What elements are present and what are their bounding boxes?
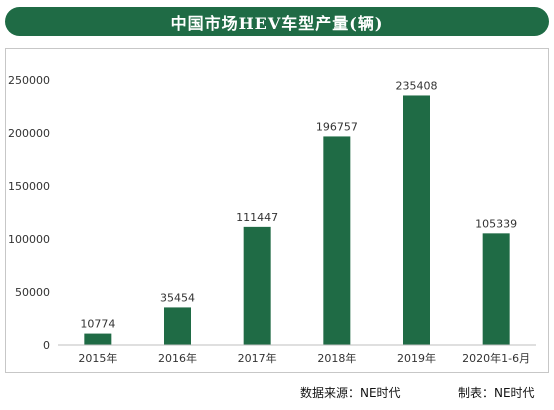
data-source-note: 数据来源：NE时代: [300, 386, 401, 400]
made-by-note: 制表：NE时代: [458, 386, 535, 400]
chart-panel: [5, 48, 549, 373]
x-tick-label: 2020年1-6月: [462, 351, 530, 365]
y-tick-label: 200000: [8, 127, 50, 140]
bar: [403, 95, 430, 345]
data-label: 196757: [316, 120, 358, 133]
chart-title: 中国市场HEV车型产量(辆): [170, 13, 384, 33]
bar: [482, 233, 510, 345]
data-label: 105339: [475, 217, 517, 230]
y-tick-label: 250000: [8, 74, 50, 87]
data-label: 235408: [396, 79, 438, 92]
x-tick-label: 2016年: [158, 351, 197, 365]
bar: [84, 333, 112, 345]
x-axis-ticks: 2015年 2016年 2017年 2018年 2019年 2020年1-6月: [78, 351, 530, 365]
x-tick-label: 2017年: [238, 351, 277, 365]
title-bar: 中国市场HEV车型产量(辆): [5, 7, 549, 36]
x-tick-label: 2019年: [397, 351, 436, 365]
y-tick-label: 100000: [8, 233, 50, 246]
data-labels: 10774 35454 111447 196757 235408 105339: [80, 79, 517, 330]
data-label: 111447: [236, 211, 278, 224]
y-axis-ticks: 0 50000 100000 150000 200000 250000: [8, 74, 50, 352]
x-tick-label: 2015年: [78, 351, 117, 365]
bars: [84, 95, 510, 345]
data-label: 35454: [160, 291, 195, 304]
bar: [323, 136, 351, 345]
bar-chart: 0 50000 100000 150000 200000 250000 10774 3545…: [8, 74, 536, 365]
y-tick-label: 0: [43, 339, 50, 352]
bar: [164, 307, 191, 345]
y-tick-label: 50000: [15, 286, 50, 299]
bar: [243, 226, 271, 345]
x-tick-label: 2018年: [317, 351, 356, 365]
y-tick-label: 150000: [8, 180, 50, 193]
data-label: 10774: [80, 318, 115, 331]
